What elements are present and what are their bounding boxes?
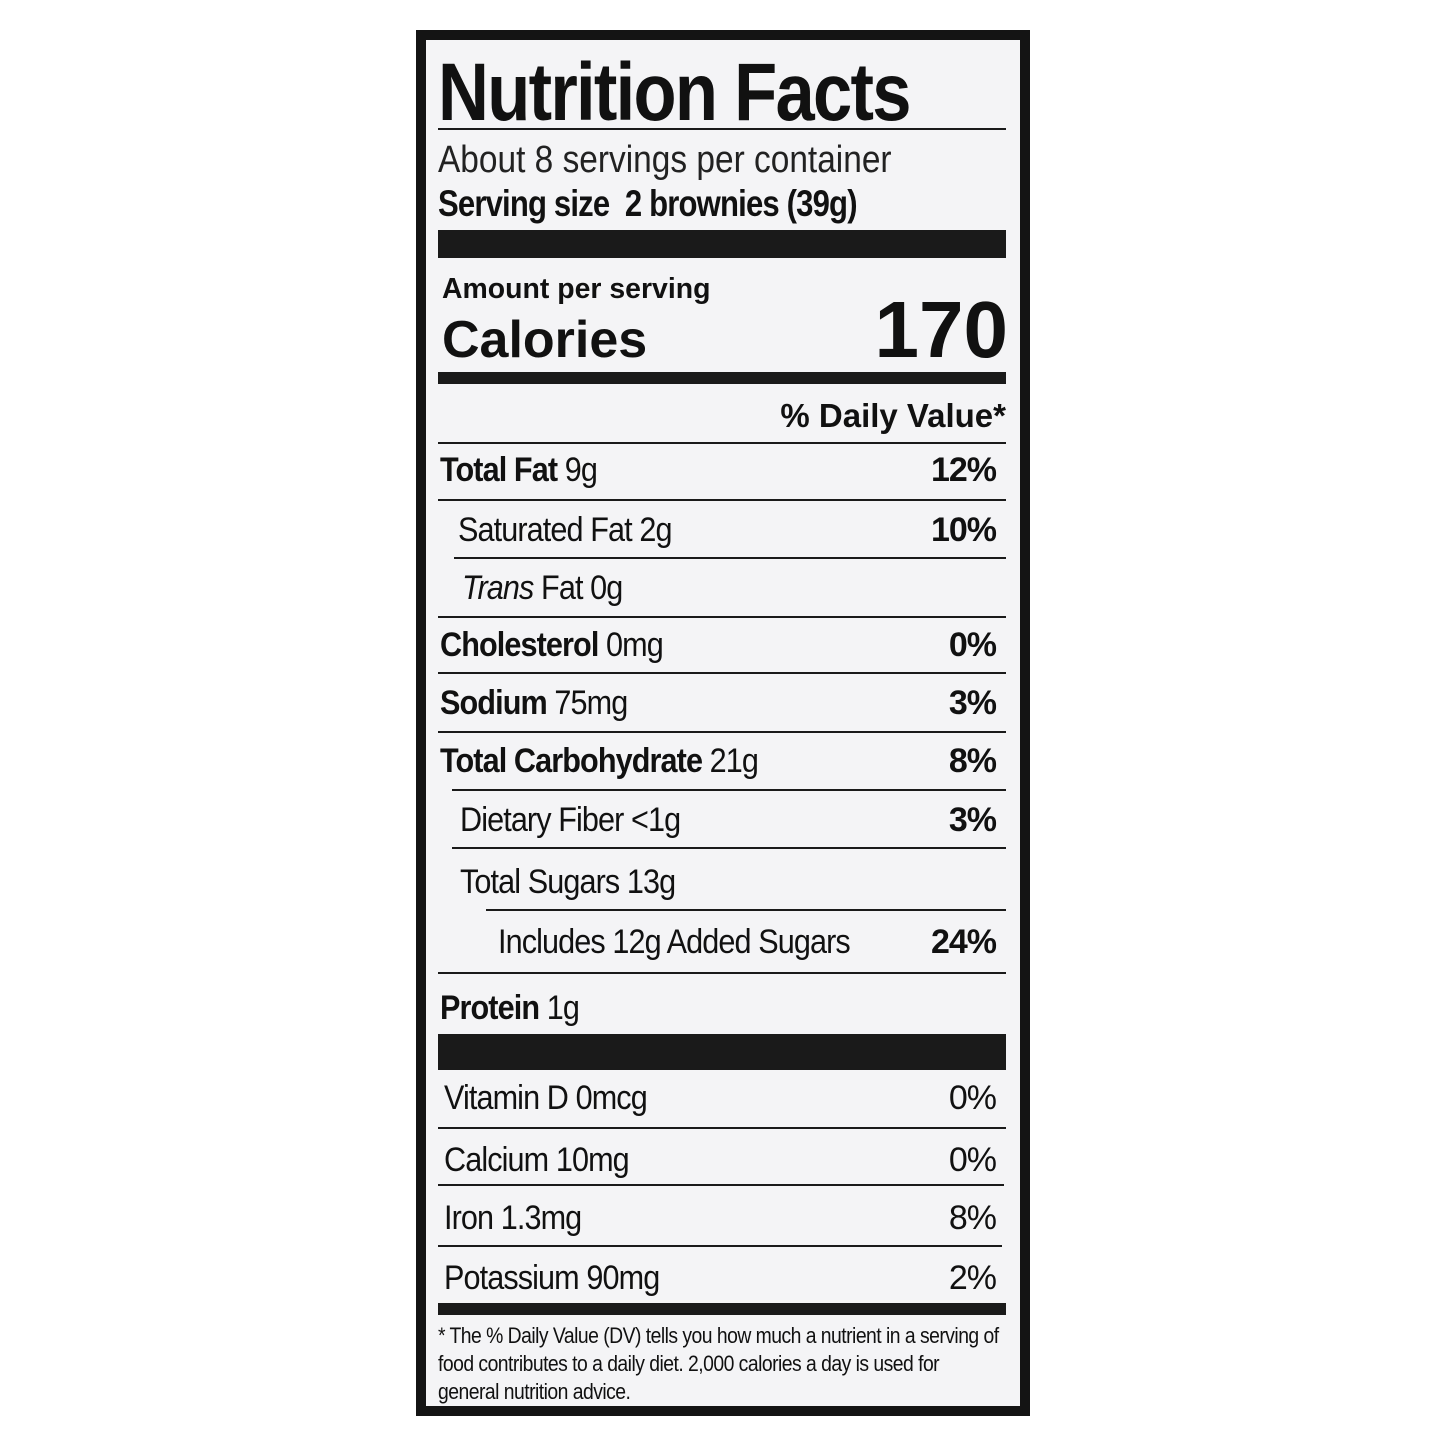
divider (486, 909, 1006, 911)
nutrient-row-saturated-fat: Saturated Fat 2g 10% (458, 511, 997, 549)
divider (438, 972, 1006, 974)
thick-divider (438, 1034, 1006, 1070)
nutrient-row-added-sugars: Includes 12g Added Sugars 24% (498, 923, 997, 961)
divider (438, 1184, 1004, 1186)
nutrient-row-trans-fat: Trans Fat 0g (462, 569, 623, 607)
serving-size: Serving size 2 brownies (39g) (438, 183, 858, 224)
nutrient-row-total-fat: Total Fat 9g 12% (440, 451, 997, 489)
footnote: * The % Daily Value (DV) tells you how m… (438, 1323, 999, 1404)
nutrient-row-protein: Protein 1g (440, 989, 580, 1027)
calories-label: Calories (442, 311, 648, 369)
divider (452, 789, 1006, 791)
medium-divider (438, 1303, 1006, 1315)
nutrient-row-dietary-fiber: Dietary Fiber <1g 3% (460, 801, 997, 839)
divider (438, 442, 1006, 444)
nutrient-row-total-carbohydrate: Total Carbohydrate 21g 8% (440, 742, 997, 780)
servings-per-container: About 8 servings per container (438, 139, 892, 181)
calories-value: 170 (874, 285, 1008, 374)
divider (438, 1245, 1002, 1247)
medium-divider (438, 372, 1006, 384)
divider (438, 672, 1006, 674)
nutrient-row-total-sugars: Total Sugars 13g (460, 863, 676, 901)
daily-value-header: % Daily Value* (780, 397, 1006, 434)
vitamin-row-vitamin-d: Vitamin D 0mcg 0% (444, 1079, 997, 1117)
divider (438, 731, 1006, 733)
amount-per-serving: Amount per serving (442, 273, 711, 305)
vitamin-row-iron: Iron 1.3mg 8% (444, 1199, 997, 1237)
thick-divider (438, 230, 1006, 258)
divider (452, 847, 1006, 849)
divider (438, 499, 1006, 501)
divider (438, 128, 1006, 130)
divider (438, 1127, 1006, 1129)
nutrient-row-sodium: Sodium 75mg 3% (440, 684, 997, 722)
divider (454, 557, 1006, 559)
nutrition-facts-label: Nutrition Facts About 8 servings per con… (416, 30, 1030, 1416)
divider (438, 616, 1006, 618)
nutrient-row-cholesterol: Cholesterol 0mg 0% (440, 626, 997, 664)
vitamin-row-calcium: Calcium 10mg 0% (444, 1141, 997, 1179)
vitamin-row-potassium: Potassium 90mg 2% (444, 1259, 997, 1297)
label-title: Nutrition Facts (438, 47, 911, 138)
